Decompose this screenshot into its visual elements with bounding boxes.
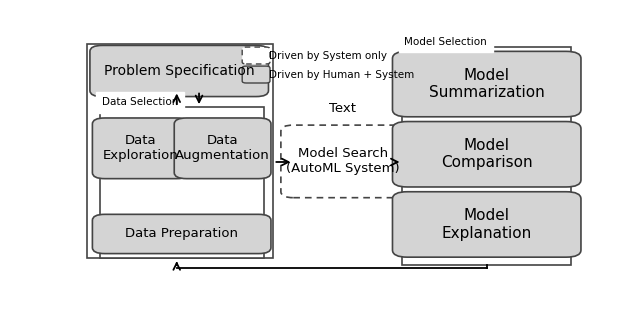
Text: Driven by System only: Driven by System only [269,51,387,61]
FancyBboxPatch shape [92,118,189,179]
Text: Model Search
(AutoML System): Model Search (AutoML System) [286,147,400,176]
Bar [403,47,571,265]
Text: Data
Augmentation: Data Augmentation [175,134,270,162]
Bar [100,107,264,258]
FancyBboxPatch shape [90,45,269,96]
Text: Data Preparation: Data Preparation [125,227,238,240]
FancyBboxPatch shape [281,125,405,198]
Text: Data Selection: Data Selection [102,97,178,107]
Text: Model Selection: Model Selection [404,36,487,47]
Text: Model
Summarization: Model Summarization [429,68,545,100]
Text: Data
Exploration: Data Exploration [103,134,179,162]
FancyBboxPatch shape [174,118,271,179]
FancyBboxPatch shape [92,214,271,254]
Text: Model
Explanation: Model Explanation [442,208,532,241]
FancyBboxPatch shape [392,121,581,187]
Text: Driven by Human + System: Driven by Human + System [269,70,415,80]
FancyBboxPatch shape [242,66,270,83]
FancyBboxPatch shape [392,192,581,257]
Bar [88,44,273,258]
Text: Model
Comparison: Model Comparison [441,138,532,171]
FancyBboxPatch shape [242,47,270,64]
FancyBboxPatch shape [392,51,581,117]
Text: Text: Text [330,102,356,115]
Text: Problem Specification: Problem Specification [104,64,255,78]
